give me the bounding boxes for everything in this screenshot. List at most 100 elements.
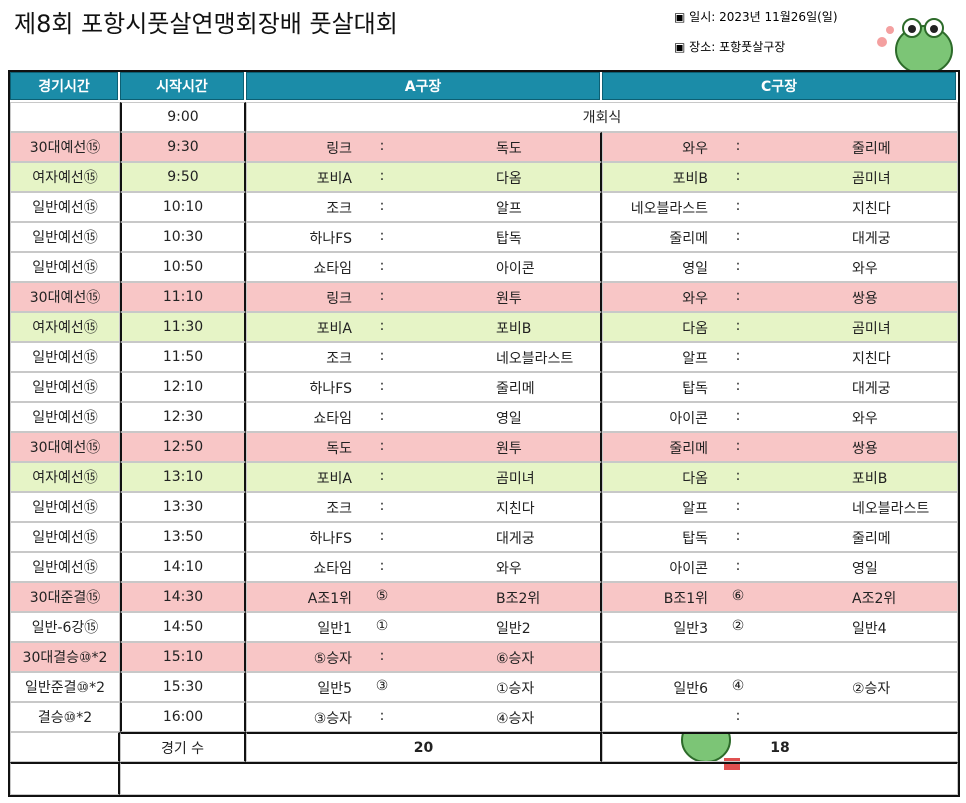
- footer-a: 20: [246, 732, 602, 762]
- category: 여자예선⑮: [10, 162, 120, 192]
- team-away: 쌍용: [852, 291, 878, 307]
- category: 30대결승⑩*2: [10, 642, 120, 672]
- team-away: 탑독: [496, 231, 522, 247]
- team-away: 영일: [496, 411, 522, 427]
- c-field: [602, 492, 958, 522]
- team-away: 영일: [852, 561, 878, 577]
- a-field: [246, 162, 602, 192]
- versus: :: [379, 348, 385, 364]
- team-home: 다옴: [682, 471, 708, 487]
- team-home: 알프: [682, 351, 708, 367]
- versus: :: [379, 648, 385, 664]
- a-field: [246, 132, 602, 162]
- versus: :: [379, 408, 385, 424]
- category: 일반예선⑮: [10, 522, 120, 552]
- team-home: ⑤승자: [313, 651, 352, 667]
- blank-row: [120, 762, 958, 795]
- a-field: [246, 372, 602, 402]
- versus: :: [379, 468, 385, 484]
- footer-empty: [10, 732, 120, 762]
- versus: ③: [375, 678, 389, 694]
- a-field: [246, 612, 602, 642]
- versus: :: [379, 288, 385, 304]
- team-home: 아이콘: [669, 411, 708, 427]
- team-away: ⑥승자: [496, 651, 535, 667]
- versus: :: [379, 708, 385, 724]
- title: 제8회 포항시풋살연맹회장배 풋살대회: [14, 10, 398, 38]
- team-away: 쌍용: [852, 441, 878, 457]
- team-away: 곰미녀: [496, 471, 535, 487]
- team-home: 다옴: [682, 321, 708, 337]
- team-home: 네오블라스트: [630, 201, 708, 217]
- team-away: 포비B: [496, 321, 532, 337]
- versus: :: [735, 558, 741, 574]
- category: 일반예선⑮: [10, 402, 120, 432]
- versus: :: [735, 288, 741, 304]
- schedule-table: [8, 70, 960, 797]
- team-home: 알프: [682, 501, 708, 517]
- a-field: [246, 582, 602, 612]
- team-home: 탑독: [682, 381, 708, 397]
- category: 여자예선⑮: [10, 462, 120, 492]
- team-home: 일반3: [673, 621, 708, 637]
- versus: :: [735, 708, 741, 724]
- start-time: 13:50: [120, 522, 246, 552]
- versus: :: [735, 318, 741, 334]
- team-home: 와우: [682, 141, 708, 157]
- team-away: 독도: [496, 141, 522, 157]
- category: 일반-6강⑮: [10, 612, 120, 642]
- category: 30대예선⑮: [10, 432, 120, 462]
- versus: ①: [375, 618, 389, 634]
- versus: :: [735, 168, 741, 184]
- start-time: 14:10: [120, 552, 246, 582]
- team-away: 지친다: [852, 201, 891, 217]
- category: [10, 102, 120, 132]
- team-home: 일반5: [317, 681, 352, 697]
- column-header: C구장: [602, 72, 956, 100]
- c-field: [602, 282, 958, 312]
- team-away: B조2위: [496, 591, 541, 607]
- team-away: 줄리메: [852, 141, 891, 157]
- start-time: 12:10: [120, 372, 246, 402]
- c-field: [602, 312, 958, 342]
- c-field: [602, 222, 958, 252]
- versus: :: [735, 258, 741, 274]
- team-away: 대게궁: [852, 381, 891, 397]
- a-field: [246, 462, 602, 492]
- a-field: [246, 642, 602, 672]
- c-field: [602, 342, 958, 372]
- place: ▣ 장소: 포항풋살구장: [674, 40, 786, 54]
- category: 여자예선⑮: [10, 312, 120, 342]
- category: 30대예선⑮: [10, 132, 120, 162]
- category: 일반예선⑮: [10, 252, 120, 282]
- event: 개회식: [246, 102, 958, 132]
- team-away: 줄리메: [496, 381, 535, 397]
- versus: :: [379, 198, 385, 214]
- c-field: [602, 612, 958, 642]
- start-time: 10:30: [120, 222, 246, 252]
- start-time: 13:10: [120, 462, 246, 492]
- start-time: 15:10: [120, 642, 246, 672]
- frog-icon: [877, 18, 953, 75]
- team-away: 아이콘: [496, 261, 535, 277]
- team-away: 대게궁: [852, 231, 891, 247]
- start-time: 9:00: [120, 102, 246, 132]
- category: 30대예선⑮: [10, 282, 120, 312]
- versus: :: [735, 138, 741, 154]
- team-away: 대게궁: [496, 531, 535, 547]
- blank-row: [10, 762, 120, 795]
- team-home: 포비A: [316, 171, 352, 187]
- c-field: [602, 552, 958, 582]
- team-home: 일반1: [317, 621, 352, 637]
- c-field: [602, 432, 958, 462]
- c-field: [602, 372, 958, 402]
- a-field: [246, 222, 602, 252]
- start-time: 12:30: [120, 402, 246, 432]
- start-time: 11:50: [120, 342, 246, 372]
- start-time: 14:50: [120, 612, 246, 642]
- c-field: [602, 522, 958, 552]
- team-home: 일반6: [673, 681, 708, 697]
- team-away: A조2위: [852, 591, 897, 607]
- start-time: 9:30: [120, 132, 246, 162]
- column-header: 시작시간: [120, 72, 244, 100]
